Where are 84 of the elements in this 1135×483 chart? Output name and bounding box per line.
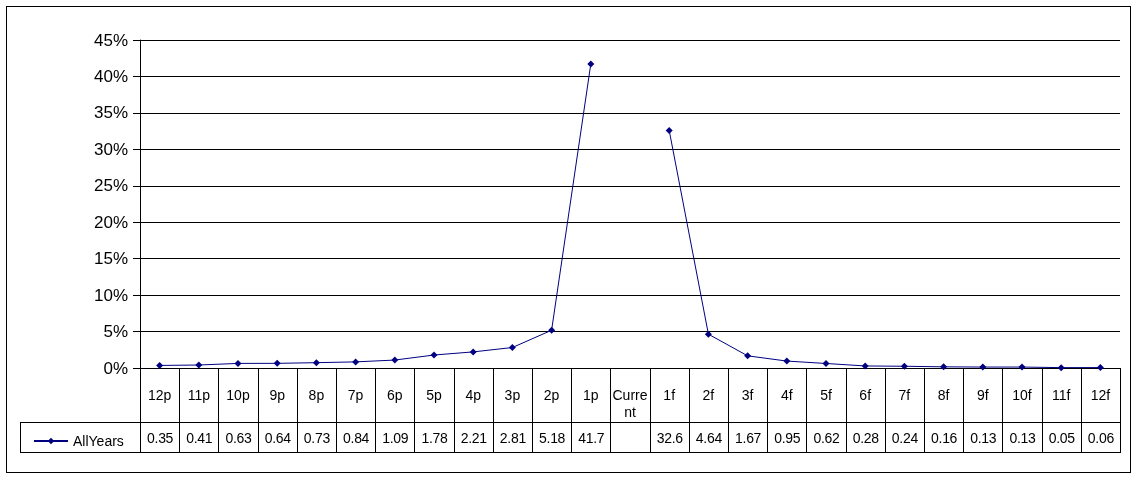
data-label: 0.16 — [924, 422, 965, 453]
data-label: 0.63 — [218, 422, 259, 453]
x-tick-label: 3f — [741, 386, 754, 403]
data-label: 41.7 — [571, 422, 612, 453]
x-tick-label: 9f — [976, 386, 989, 403]
point — [861, 362, 869, 370]
data-label: 0.28 — [845, 422, 886, 453]
x-tick-label: 9p — [269, 386, 286, 403]
x-tick-label: 4p — [465, 386, 482, 403]
legend-label: AllYears — [73, 433, 124, 449]
point — [900, 362, 908, 370]
data-label: 0.35 — [140, 422, 181, 453]
x-tick-label: 12f — [1090, 386, 1111, 403]
y-tick-label: 10% — [93, 285, 128, 305]
data-label: 0.13 — [963, 422, 1004, 453]
x-tick-label: 7f — [898, 386, 911, 403]
data-label: 0.41 — [179, 422, 220, 453]
x-tick-label: 8p — [308, 386, 325, 403]
point — [783, 357, 791, 365]
y-tick-label: 25% — [93, 176, 128, 196]
data-label: 0.05 — [1041, 422, 1082, 453]
x-tick-label: Current — [612, 386, 648, 420]
point — [1018, 363, 1026, 371]
x-tick-label: 6p — [387, 386, 403, 403]
point — [352, 358, 360, 366]
point — [469, 348, 477, 356]
data-label: 0.73 — [296, 422, 337, 453]
y-tick-label: 30% — [93, 139, 128, 159]
point — [234, 359, 242, 367]
x-tick-label: 2p — [543, 386, 560, 403]
x-tick-label: 3p — [504, 386, 521, 403]
y-tick-label: 35% — [93, 103, 128, 123]
x-tick-label: 7p — [347, 386, 364, 403]
x-tick-label: 11p — [187, 386, 211, 403]
point — [587, 60, 595, 68]
x-tick-label: 11f — [1051, 386, 1071, 403]
point — [430, 351, 438, 359]
point — [940, 363, 948, 371]
point — [665, 126, 673, 134]
y-tick-label: 0% — [103, 358, 128, 378]
x-tick-label: 10p — [226, 386, 250, 403]
point — [508, 344, 516, 352]
data-label: 4.64 — [688, 422, 729, 453]
data-label: 1.09 — [375, 422, 416, 453]
data-label: 2.81 — [492, 422, 533, 453]
x-tick-label: 5f — [820, 386, 832, 403]
data-label: 0.24 — [884, 422, 925, 453]
point — [195, 361, 203, 369]
y-tick-label: 40% — [93, 66, 128, 86]
point — [1057, 364, 1065, 372]
data-label: 0.64 — [257, 422, 298, 453]
x-tick-label: 8f — [937, 386, 950, 403]
point — [744, 352, 752, 360]
data-label: 32.6 — [649, 422, 690, 453]
data-label: 5.18 — [532, 422, 573, 453]
x-tick-label: 10f — [1012, 386, 1032, 403]
point — [273, 359, 281, 367]
point — [391, 356, 399, 364]
x-tick-label: 1p — [583, 386, 599, 403]
data-label: 1.78 — [414, 422, 455, 453]
x-tick-label: 6f — [859, 386, 872, 403]
point — [548, 326, 556, 334]
data-label: 0.13 — [1002, 422, 1043, 453]
point — [822, 359, 830, 367]
data-label: 0.06 — [1080, 422, 1121, 453]
data-label: 0.95 — [767, 422, 808, 453]
y-tick-label: 5% — [103, 322, 128, 342]
y-tick-label: 20% — [93, 212, 128, 232]
point — [1096, 364, 1104, 372]
x-tick-label: 12p — [147, 386, 172, 403]
x-tick-label: 2f — [702, 386, 715, 403]
point — [704, 330, 712, 338]
x-tick-label: 5p — [426, 386, 442, 403]
data-label: 0.62 — [806, 422, 847, 453]
y-tick-label: 15% — [93, 249, 128, 269]
y-tick-label: 45% — [93, 30, 128, 50]
data-label: 2.21 — [453, 422, 494, 453]
point — [156, 361, 164, 369]
point — [979, 363, 987, 371]
point — [312, 359, 320, 367]
x-tick-label: 1f — [663, 386, 676, 403]
x-tick-label: 4f — [780, 386, 793, 403]
data-label: 1.67 — [728, 422, 769, 453]
data-label: 0.84 — [336, 422, 377, 453]
